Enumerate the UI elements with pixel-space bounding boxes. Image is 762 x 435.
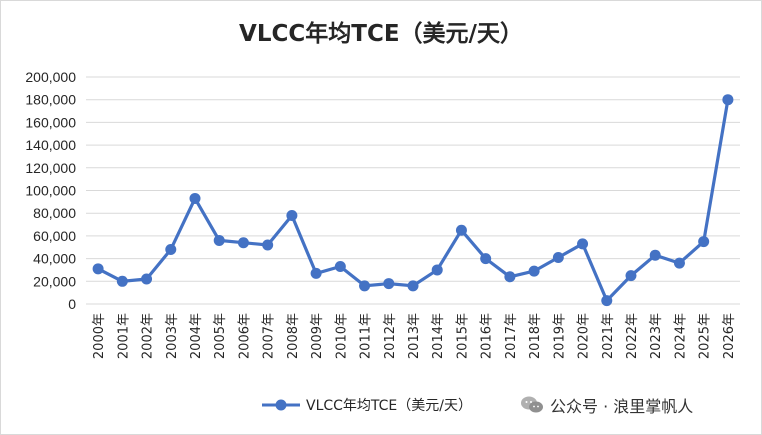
data-point [407,280,419,292]
x-tick-label: 2005年 [213,313,228,359]
x-tick-label: 2007年 [262,313,277,359]
data-point [237,237,249,249]
x-tick-label: 2003年 [165,313,180,359]
data-point [601,295,613,307]
data-point [577,238,589,250]
data-point [383,278,395,290]
x-tick-label: 2025年 [698,313,713,359]
data-point [286,209,298,221]
data-point [625,270,637,282]
x-tick-label: 2016年 [480,313,495,359]
x-tick-label: 2012年 [383,313,398,359]
x-tick-label: 2018年 [528,313,543,359]
x-tick-label: 2013年 [407,313,422,359]
x-tick-label: 2015年 [455,313,470,359]
wechat-icon [520,395,544,415]
x-tick-label: 2017年 [504,313,519,359]
x-tick-label: 2026年 [722,313,737,359]
x-tick-label: 2006年 [237,313,252,359]
data-point [528,265,540,277]
x-tick-label: 2010年 [334,313,349,359]
y-tick-label: 0 [68,296,76,312]
data-point [141,273,153,285]
data-point [310,267,322,279]
y-tick-label: 140,000 [25,137,76,153]
y-tick-label: 40,000 [33,251,76,267]
watermark: 公众号 · 浪里掌帆人 [520,392,693,418]
y-tick-label: 120,000 [25,160,76,176]
data-point [359,280,371,292]
data-point [165,244,177,256]
data-point [116,275,128,287]
x-tick-label: 2019年 [552,313,567,359]
y-tick-label: 180,000 [25,92,76,108]
legend-label: VLCC年均TCE（美元/天） [306,398,472,414]
x-tick-label: 2002年 [141,313,156,359]
data-point [189,192,201,204]
data-point [334,261,346,273]
data-point [649,249,661,261]
data-point [552,251,564,263]
y-axis: 0 20,000 40,000 60,000 80,000 100,000 120,000 1… [25,69,76,312]
data-point [213,234,225,246]
x-tick-label: 2022年 [625,313,640,359]
x-tick-label: 2009年 [310,313,325,359]
legend-dot-marker [275,399,287,411]
y-tick-label: 60,000 [33,228,76,244]
legend: VLCC年均TCE（美元/天） [262,398,472,414]
data-point [504,271,516,283]
data-point [262,239,274,251]
x-tick-label: 2020年 [577,313,592,359]
y-tick-label: 200,000 [25,69,76,85]
y-tick-label: 80,000 [33,205,76,221]
chart-title: VLCC年均TCE（美元/天） [239,20,523,47]
data-point [673,257,685,269]
x-tick-label: 2014年 [431,313,446,359]
data-point [480,253,492,265]
x-axis: 2000年 2001年 2002年 2003年 2004年 2005年 2006年 2007年… [92,313,737,359]
x-tick-label: 2008年 [286,313,301,359]
x-tick-label: 2004年 [189,313,204,359]
y-tick-label: 100,000 [25,183,76,199]
x-tick-label: 2023年 [649,313,664,359]
x-tick-label: 2021年 [601,313,616,359]
data-point [698,236,710,248]
data-point [92,263,104,275]
x-tick-label: 2001年 [116,313,131,359]
x-tick-label: 2011年 [359,313,374,359]
data-point [455,224,467,236]
x-tick-label: 2024年 [673,313,688,359]
y-tick-label: 20,000 [33,273,76,289]
data-point [722,94,734,106]
y-tick-label: 160,000 [25,114,76,130]
x-tick-label: 2000年 [92,313,107,359]
watermark-text: 公众号 · 浪里掌帆人 [550,397,694,416]
gridlines [86,76,740,305]
series [92,94,734,307]
data-point [431,264,443,276]
